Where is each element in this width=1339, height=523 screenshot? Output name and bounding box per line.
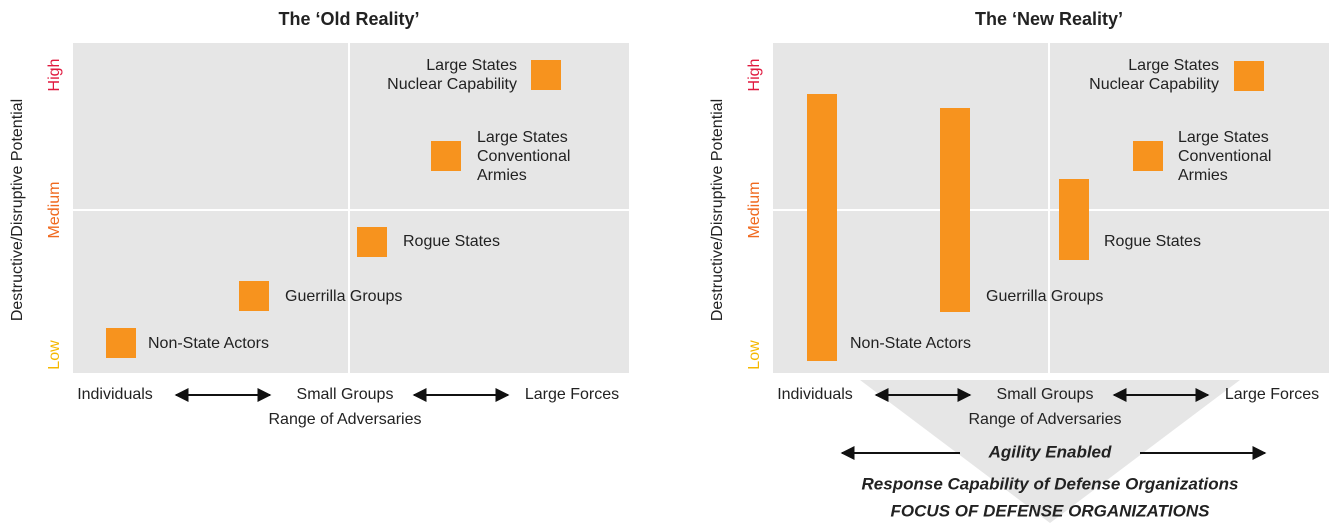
- adversary-label: Large States: [426, 57, 517, 74]
- adversary-label: Large States: [1128, 57, 1219, 74]
- adversary-box: [531, 60, 561, 90]
- x-level: Large Forces: [525, 386, 619, 403]
- adversary-label: Large States: [1178, 129, 1269, 146]
- adversary-box: [940, 108, 970, 312]
- panel-title: The ‘Old Reality’: [278, 9, 419, 29]
- x-level: Large Forces: [1225, 386, 1319, 403]
- adversary-label: Rogue States: [403, 233, 500, 250]
- adversary-label: Large States: [477, 129, 568, 146]
- adversary-label: Rogue States: [1104, 233, 1201, 250]
- adversary-label: Non-State Actors: [148, 335, 269, 352]
- agility-label: Agility Enabled: [988, 442, 1112, 461]
- y-level: High: [46, 59, 63, 92]
- adversary-box: [1059, 179, 1089, 260]
- x-level: Individuals: [777, 386, 853, 403]
- adversary-box: [1234, 61, 1264, 91]
- focus-label: FOCUS OF DEFENSE ORGANIZATIONS: [891, 501, 1211, 520]
- y-level: Medium: [746, 182, 763, 239]
- adversary-label: Guerrilla Groups: [285, 288, 402, 305]
- x-level: Small Groups: [997, 386, 1094, 403]
- adversary-label: Nuclear Capability: [387, 76, 517, 93]
- plot-area: [73, 43, 629, 373]
- plot-area: [773, 43, 1329, 373]
- x-axis-label: Range of Adversaries: [969, 411, 1122, 428]
- x-axis-label: Range of Adversaries: [269, 411, 422, 428]
- funnel: [860, 380, 1240, 523]
- response-label: Response Capability of Defense Organizat…: [862, 474, 1239, 493]
- adversary-label: Non-State Actors: [850, 335, 971, 352]
- adversary-box: [239, 281, 269, 311]
- y-axis-label: Destructive/Disruptive Potential: [9, 99, 26, 321]
- x-level: Small Groups: [297, 386, 394, 403]
- adversary-label: Nuclear Capability: [1089, 76, 1219, 93]
- adversary-box: [1133, 141, 1163, 171]
- adversary-label: Guerrilla Groups: [986, 288, 1103, 305]
- adversary-label: Armies: [477, 167, 527, 184]
- adversary-box: [807, 94, 837, 361]
- adversary-box: [106, 328, 136, 358]
- x-level: Individuals: [77, 386, 153, 403]
- y-axis-label: Destructive/Disruptive Potential: [709, 99, 726, 321]
- y-level: High: [746, 59, 763, 92]
- adversary-box: [357, 227, 387, 257]
- adversary-label: Conventional: [1178, 148, 1271, 165]
- y-level: Low: [46, 340, 63, 370]
- panel-title: The ‘New Reality’: [975, 9, 1123, 29]
- adversary-box: [431, 141, 461, 171]
- adversary-label: Conventional: [477, 148, 570, 165]
- y-level: Low: [746, 340, 763, 370]
- y-level: Medium: [46, 182, 63, 239]
- adversary-label: Armies: [1178, 167, 1228, 184]
